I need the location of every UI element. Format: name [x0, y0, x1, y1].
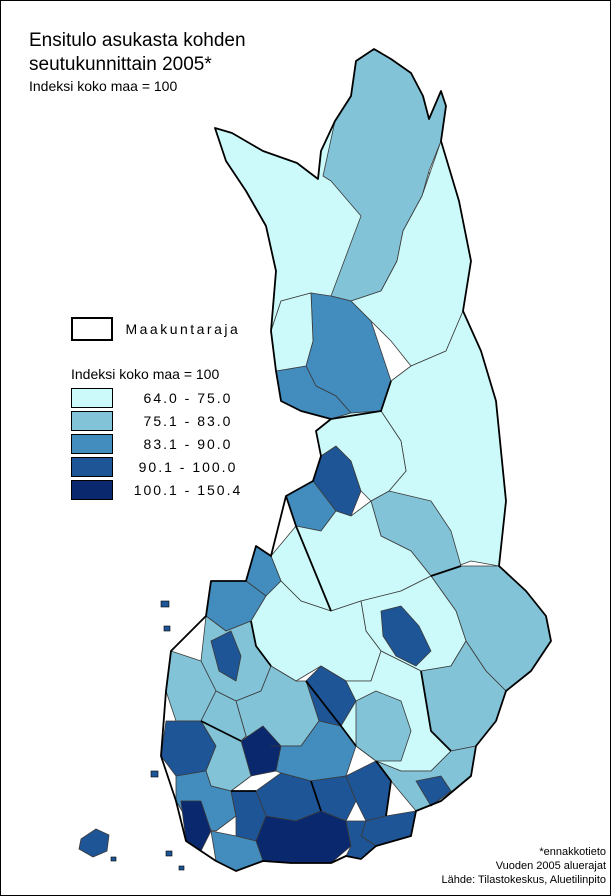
note-preliminary: *ennakkotieto — [539, 846, 606, 858]
legend-row: 75.1 - 83.0 — [71, 409, 253, 432]
region-aland — [78, 828, 110, 858]
province-border-swatch — [71, 317, 113, 341]
region-satakunta-inland — [200, 690, 252, 792]
legend-range-label: 64.0 - 75.0 — [143, 389, 233, 406]
title-line-1: Ensitulo asukasta kohden — [29, 30, 246, 51]
note-regions-year: Vuoden 2005 aluerajat — [495, 860, 606, 872]
legend-row: 90.1 - 100.0 — [71, 455, 253, 478]
legend-range-label: 100.1 - 150.4 — [133, 481, 243, 498]
map-title: Ensitulo asukasta kohden seutukunnittain… — [29, 29, 246, 95]
legend-row: 83.1 - 90.0 — [71, 432, 253, 455]
legend-swatch — [71, 433, 113, 454]
legend-row: 100.1 - 150.4 — [71, 478, 253, 501]
region-imatra — [415, 775, 452, 807]
title-line-2: seutukunnittain 2005* — [29, 54, 212, 75]
legend-province-border: Maakuntaraja — [71, 317, 240, 341]
legend-index: Indeksi koko maa = 100 64.0 - 75.0 75.1 … — [71, 366, 253, 501]
region-savonlinna — [355, 690, 412, 762]
legend-swatch — [71, 479, 113, 500]
legend-swatch — [71, 387, 113, 408]
legend-index-title: Indeksi koko maa = 100 — [71, 366, 220, 382]
archipelago-islands — [110, 600, 185, 871]
legend-swatch — [71, 410, 113, 431]
region-seinajoki — [210, 630, 242, 682]
legend-range-label: 90.1 - 100.0 — [138, 458, 238, 475]
source-notes: *ennakkotieto Vuoden 2005 aluerajat Lähd… — [442, 845, 607, 887]
province-border-label: Maakuntaraja — [125, 321, 241, 337]
region-helsinki — [255, 810, 352, 864]
note-source: Lähde: Tilastokeskus, Aluetilinpito — [441, 874, 607, 886]
region-kuopio — [380, 605, 432, 667]
province-borders — [160, 48, 552, 872]
legend-range-label: 83.1 - 90.0 — [143, 435, 233, 452]
legend-swatch — [71, 456, 113, 477]
legend-range-label: 75.1 - 83.0 — [143, 412, 233, 429]
title-subtitle: Indeksi koko maa = 100 — [29, 78, 178, 94]
legend-row: 64.0 - 75.0 — [71, 386, 253, 409]
